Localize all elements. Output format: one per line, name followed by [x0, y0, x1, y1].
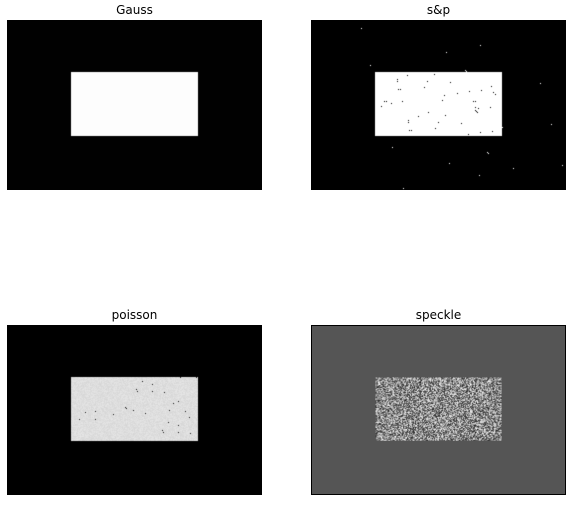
speckle-noise-image	[311, 325, 566, 495]
salt-pepper-noise-image	[311, 20, 566, 190]
gauss-noise-image	[7, 20, 262, 190]
panel-title-speckle: speckle	[415, 308, 462, 322]
panel-title-salt-pepper: s&p	[426, 3, 451, 17]
panel-title-poisson: poisson	[111, 308, 158, 322]
poisson-noise-image	[7, 325, 262, 495]
panel-title-gauss: Gauss	[116, 3, 153, 17]
